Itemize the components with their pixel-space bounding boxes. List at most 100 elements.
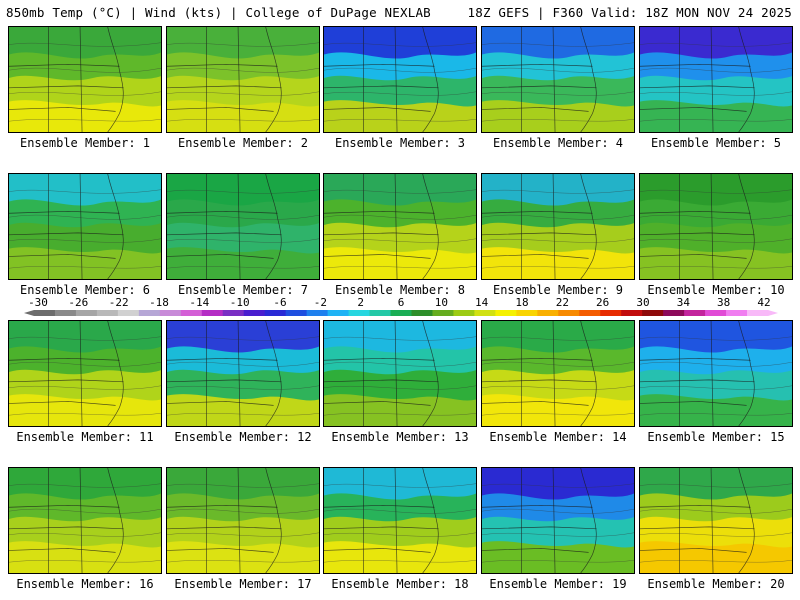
colorbar-tick: -22 [108,296,129,309]
ensemble-member-label: Ensemble Member: 20 [647,577,785,591]
colorbar-segment [348,310,371,316]
colorbar-tick: 26 [596,296,610,309]
colorbar-segment [201,310,224,316]
colorbar-segment [390,310,412,316]
colorbar-segment [306,310,329,316]
colorbar-segment [558,310,580,316]
model-run-info: 18Z GEFS | F360 Valid: 18Z MON NOV 24 20… [467,5,792,20]
temperature-map [481,467,635,574]
ensemble-member-panel: Ensemble Member: 3 [323,26,477,153]
temperature-map [481,26,635,133]
ensemble-member-panel: Ensemble Member: 4 [481,26,635,153]
colorbar-segment [138,310,161,316]
colorbar-tick: -10 [229,296,250,309]
colorbar-segment [621,310,643,316]
colorbar-segment [474,310,496,316]
temperature-map [323,26,477,133]
ensemble-member-panel: Ensemble Member: 2 [166,26,320,153]
ensemble-member-panel: Ensemble Member: 8 [323,173,477,300]
temperature-map [323,467,477,574]
ensemble-member-label: Ensemble Member: 2 [177,136,309,150]
colorbar-segment [537,310,559,316]
colorbar-left-arrow [24,310,34,316]
ensemble-member-label: Ensemble Member: 15 [647,430,785,444]
temperature-map [639,320,793,427]
temperature-map [481,320,635,427]
ensemble-member-panel: Ensemble Member: 14 [481,320,635,447]
ensemble-member-label: Ensemble Member: 12 [174,430,312,444]
colorbar-segment [327,310,350,316]
ensemble-member-panel: Ensemble Member: 1 [8,26,162,153]
ensemble-member-label: Ensemble Member: 3 [334,136,466,150]
ensemble-member-panel: Ensemble Member: 9 [481,173,635,300]
temperature-map [166,467,320,574]
ensemble-member-label: Ensemble Member: 19 [489,577,627,591]
colorbar-tick: 34 [676,296,690,309]
colorbar-tick: -14 [189,296,210,309]
colorbar-tick: 6 [397,296,405,309]
ensemble-member-label: Ensemble Member: 11 [16,430,154,444]
ensemble-member-panel: Ensemble Member: 19 [481,467,635,594]
colorbar-tick: 38 [717,296,731,309]
colorbar-segment [453,310,475,316]
colorbar-segment [705,310,727,316]
temperature-map [639,173,793,280]
ensemble-member-label: Ensemble Member: 6 [19,283,151,297]
colorbar-segment [684,310,706,316]
colorbar-segment [747,310,769,316]
colorbar-segment [243,310,266,316]
colorbar-segment [75,310,98,316]
ensemble-member-panel: Ensemble Member: 12 [166,320,320,447]
ensemble-member-label: Ensemble Member: 14 [489,430,627,444]
ensemble-member-label: Ensemble Member: 13 [331,430,469,444]
colorbar-tick: -18 [149,296,169,309]
ensemble-member-panel: Ensemble Member: 10 [639,173,793,300]
colorbar-tick: -30 [28,296,48,309]
colorbar-segment [222,310,245,316]
ensemble-member-label: Ensemble Member: 4 [492,136,624,150]
colorbar-tick: 10 [434,296,448,309]
temperature-map [323,320,477,427]
temperature-map [8,173,162,280]
ensemble-member-label: Ensemble Member: 18 [331,577,469,591]
ensemble-member-label: Ensemble Member: 8 [334,283,466,297]
ensemble-member-label: Ensemble Member: 5 [650,136,782,150]
ensemble-member-panel: Ensemble Member: 20 [639,467,793,594]
temperature-map [639,26,793,133]
colorbar-segment [495,310,517,316]
ensemble-member-label: Ensemble Member: 9 [492,283,624,297]
colorbar-segment [264,310,287,316]
colorbar-segment [600,310,622,316]
temperature-map [8,467,162,574]
colorbar-segment [642,310,664,316]
ensemble-member-panel: Ensemble Member: 7 [166,173,320,300]
temperature-map [166,173,320,280]
colorbar-segment [432,310,454,316]
colorbar-segment [159,310,182,316]
colorbar-segment [663,310,685,316]
temperature-map [323,173,477,280]
colorbar-tick: 22 [555,296,569,309]
colorbar-segment [285,310,308,316]
colorbar-segment [411,310,433,316]
colorbar-tick: 2 [357,296,364,309]
colorbar-segment [96,310,119,316]
ensemble-member-panel: Ensemble Member: 16 [8,467,162,594]
ensemble-member-panel: Ensemble Member: 5 [639,26,793,153]
temperature-map [481,173,635,280]
colorbar-tick: 42 [757,296,771,309]
ensemble-member-panel: Ensemble Member: 11 [8,320,162,447]
ensemble-member-panel: Ensemble Member: 6 [8,173,162,300]
ensemble-member-panel: Ensemble Member: 15 [639,320,793,447]
colorbar-tick: -26 [68,296,89,309]
temperature-colorbar [24,310,778,316]
colorbar-segment [726,310,748,316]
colorbar-segment [516,310,538,316]
colorbar-tick: -2 [313,296,327,309]
colorbar-segment [579,310,601,316]
colorbar-segment [180,310,203,316]
colorbar-segment [54,310,77,316]
temperature-map [639,467,793,574]
map-title: 850mb Temp (°C) | Wind (kts) | College o… [6,5,431,20]
temperature-map [8,320,162,427]
